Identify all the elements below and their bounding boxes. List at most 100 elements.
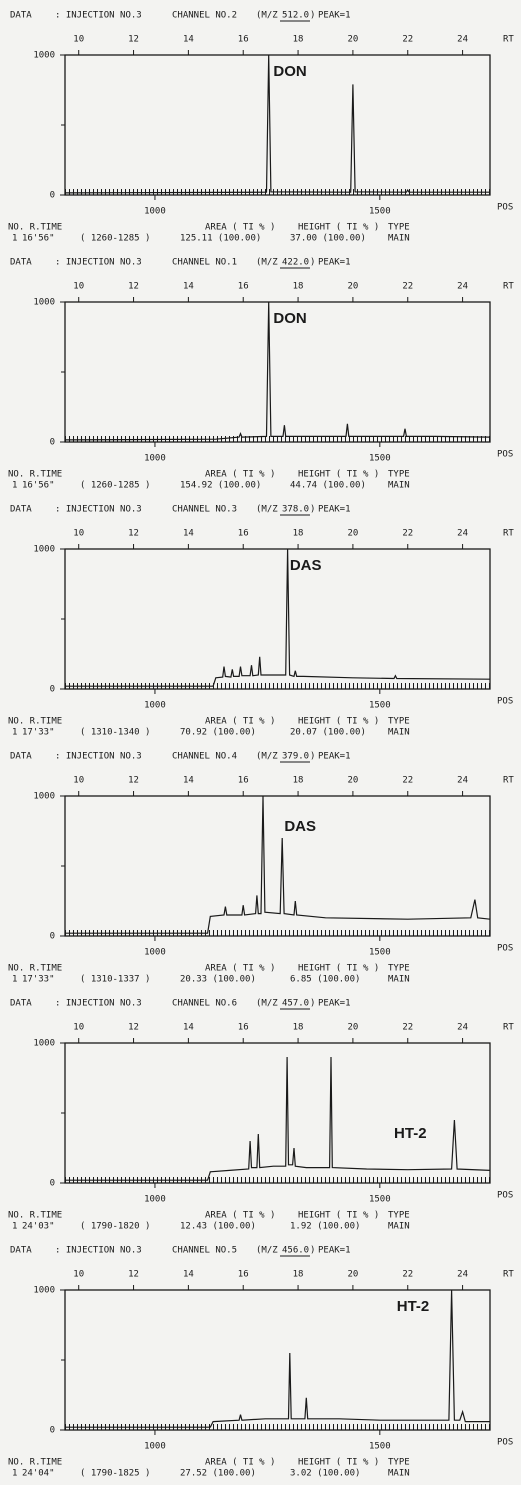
x-tick-label: 20 bbox=[347, 529, 358, 539]
x-tick-label: 16 bbox=[238, 1023, 249, 1033]
x-tick-label: 22 bbox=[402, 1270, 413, 1280]
header-injection: : INJECTION NO.3 bbox=[55, 1246, 142, 1256]
footer-column: AREA ( TI % ) bbox=[205, 223, 275, 233]
y-tick-label: 0 bbox=[50, 1179, 55, 1189]
x-tick-label: 16 bbox=[238, 282, 249, 292]
footer-cell: 12.43 (100.00) bbox=[180, 1222, 256, 1232]
x-tick-label: 18 bbox=[293, 529, 304, 539]
x2-tick-label: 1500 bbox=[369, 1195, 391, 1205]
footer-cell: 24'03" bbox=[22, 1222, 55, 1232]
y-tick-label: 0 bbox=[50, 932, 55, 942]
x-tick-label: 20 bbox=[347, 35, 358, 45]
peak-label: HT-2 bbox=[397, 1298, 430, 1315]
peak-label: DON bbox=[273, 310, 306, 327]
x-tick-label: 14 bbox=[183, 35, 194, 45]
header-mz: 512.0 bbox=[282, 11, 309, 21]
header-mz-close: ) bbox=[310, 258, 315, 268]
x-tick-label: 16 bbox=[238, 529, 249, 539]
footer-column: AREA ( TI % ) bbox=[205, 717, 275, 727]
chart-panel: DATA: INJECTION NO.3 CHANNEL NO.4 (M/Z 379.… bbox=[8, 752, 514, 985]
x2-tick-label: 1500 bbox=[369, 1442, 391, 1452]
header-peak: PEAK=1 bbox=[318, 999, 351, 1009]
x-tick-label: 20 bbox=[347, 1270, 358, 1280]
footer-cell: 27.52 (100.00) bbox=[180, 1469, 256, 1479]
trace bbox=[65, 548, 491, 687]
footer-cell: MAIN bbox=[388, 1222, 410, 1232]
x-axis-label: RT bbox=[503, 282, 514, 292]
x-tick-label: 22 bbox=[402, 776, 413, 786]
chart-panel: DATA: INJECTION NO.3 CHANNEL NO.6 (M/Z 457.… bbox=[8, 999, 514, 1232]
header-peak: PEAK=1 bbox=[318, 258, 351, 268]
footer-column: HEIGHT ( TI % ) bbox=[298, 1211, 379, 1221]
header-injection: : INJECTION NO.3 bbox=[55, 999, 142, 1009]
x-tick-label: 14 bbox=[183, 282, 194, 292]
footer-cell: MAIN bbox=[388, 1469, 410, 1479]
footer-cell: 37.00 (100.00) bbox=[290, 234, 366, 244]
x-tick-label: 16 bbox=[238, 1270, 249, 1280]
footer-column: HEIGHT ( TI % ) bbox=[298, 223, 379, 233]
footer-cell: 6.85 (100.00) bbox=[290, 975, 360, 985]
x-tick-label: 14 bbox=[183, 776, 194, 786]
x2-tick-label: 1000 bbox=[144, 1195, 166, 1205]
x-tick-label: 24 bbox=[457, 776, 468, 786]
x-tick-label: 24 bbox=[457, 1270, 468, 1280]
x-tick-label: 24 bbox=[457, 35, 468, 45]
y-tick-label: 0 bbox=[50, 191, 55, 201]
x2-tick-label: 1500 bbox=[369, 701, 391, 711]
footer-cell: MAIN bbox=[388, 234, 410, 244]
header-mz-open: (M/Z bbox=[256, 258, 278, 268]
footer-cell: MAIN bbox=[388, 481, 410, 491]
peak-label: DAS bbox=[284, 818, 316, 835]
x-tick-label: 12 bbox=[128, 282, 139, 292]
x-axis-label: RT bbox=[503, 529, 514, 539]
x-tick-label: 14 bbox=[183, 1023, 194, 1033]
footer-column: AREA ( TI % ) bbox=[205, 964, 275, 974]
x-tick-label: 18 bbox=[293, 776, 304, 786]
x-tick-label: 12 bbox=[128, 1023, 139, 1033]
header-peak: PEAK=1 bbox=[318, 505, 351, 515]
chart-panel: DATA: INJECTION NO.3 CHANNEL NO.3 (M/Z 378.… bbox=[8, 505, 514, 738]
x-tick-label: 10 bbox=[73, 35, 84, 45]
footer-column: HEIGHT ( TI % ) bbox=[298, 717, 379, 727]
footer-cell: ( 1260-1285 ) bbox=[80, 234, 150, 244]
x-tick-label: 10 bbox=[73, 282, 84, 292]
x2-tick-label: 1500 bbox=[369, 454, 391, 464]
trace bbox=[64, 301, 491, 441]
y-tick-label: 0 bbox=[50, 685, 55, 695]
header-injection: : INJECTION NO.3 bbox=[55, 11, 142, 21]
x-tick-label: 16 bbox=[238, 35, 249, 45]
x2-axis-label: POS bbox=[497, 1191, 513, 1201]
plot-frame bbox=[64, 1042, 491, 1184]
x-tick-label: 18 bbox=[293, 1270, 304, 1280]
footer-cell: 1 bbox=[12, 481, 17, 491]
trace bbox=[65, 795, 491, 934]
footer-cell: 20.33 (100.00) bbox=[180, 975, 256, 985]
x-tick-label: 20 bbox=[347, 282, 358, 292]
footer-column: TYPE bbox=[388, 964, 410, 974]
x2-tick-label: 1000 bbox=[144, 454, 166, 464]
x-tick-label: 12 bbox=[128, 1270, 139, 1280]
x-axis-label: RT bbox=[503, 1023, 514, 1033]
footer-cell: ( 1790-1820 ) bbox=[80, 1222, 150, 1232]
x-tick-label: 24 bbox=[457, 529, 468, 539]
x-tick-label: 20 bbox=[347, 776, 358, 786]
x-tick-label: 12 bbox=[128, 776, 139, 786]
x-tick-label: 12 bbox=[128, 529, 139, 539]
footer-cell: 44.74 (100.00) bbox=[290, 481, 366, 491]
footer-cell: MAIN bbox=[388, 728, 410, 738]
x2-axis-label: POS bbox=[497, 697, 513, 707]
footer-column: TYPE bbox=[388, 717, 410, 727]
footer-column: TYPE bbox=[388, 223, 410, 233]
x-tick-label: 24 bbox=[457, 1023, 468, 1033]
x-tick-label: 22 bbox=[402, 529, 413, 539]
x-axis-label: RT bbox=[503, 1270, 514, 1280]
x2-axis-label: POS bbox=[497, 203, 513, 213]
x2-tick-label: 1000 bbox=[144, 1442, 166, 1452]
footer-cell: 70.92 (100.00) bbox=[180, 728, 256, 738]
y-tick-label: 1000 bbox=[33, 1039, 55, 1049]
header-channel: CHANNEL NO.6 bbox=[172, 999, 237, 1009]
x-tick-label: 14 bbox=[183, 1270, 194, 1280]
header-channel: CHANNEL NO.5 bbox=[172, 1246, 237, 1256]
y-tick-label: 1000 bbox=[33, 51, 55, 61]
